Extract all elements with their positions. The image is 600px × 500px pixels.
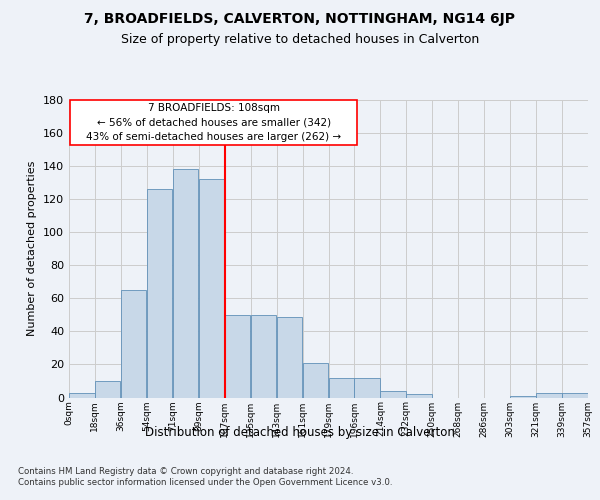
Bar [355, 378, 380, 398]
Bar [329, 378, 354, 398]
Bar [302, 363, 328, 398]
FancyBboxPatch shape [70, 100, 358, 144]
Y-axis label: Number of detached properties: Number of detached properties [28, 161, 37, 336]
Bar [199, 180, 224, 398]
Bar [380, 391, 406, 398]
Bar [510, 396, 536, 398]
Text: 7, BROADFIELDS, CALVERTON, NOTTINGHAM, NG14 6JP: 7, BROADFIELDS, CALVERTON, NOTTINGHAM, N… [85, 12, 515, 26]
Bar [173, 170, 199, 398]
Bar [251, 315, 276, 398]
Bar [224, 315, 250, 398]
Bar [277, 316, 302, 398]
Bar [95, 381, 121, 398]
Bar [147, 189, 172, 398]
Bar [562, 392, 587, 398]
Text: Contains HM Land Registry data © Crown copyright and database right 2024.
Contai: Contains HM Land Registry data © Crown c… [18, 468, 392, 487]
Text: 7 BROADFIELDS: 108sqm
← 56% of detached houses are smaller (342)
43% of semi-det: 7 BROADFIELDS: 108sqm ← 56% of detached … [86, 102, 341, 142]
Text: Size of property relative to detached houses in Calverton: Size of property relative to detached ho… [121, 32, 479, 46]
Bar [536, 392, 562, 398]
Bar [121, 290, 146, 398]
Bar [69, 392, 95, 398]
Bar [406, 394, 432, 398]
Text: Distribution of detached houses by size in Calverton: Distribution of detached houses by size … [145, 426, 455, 439]
